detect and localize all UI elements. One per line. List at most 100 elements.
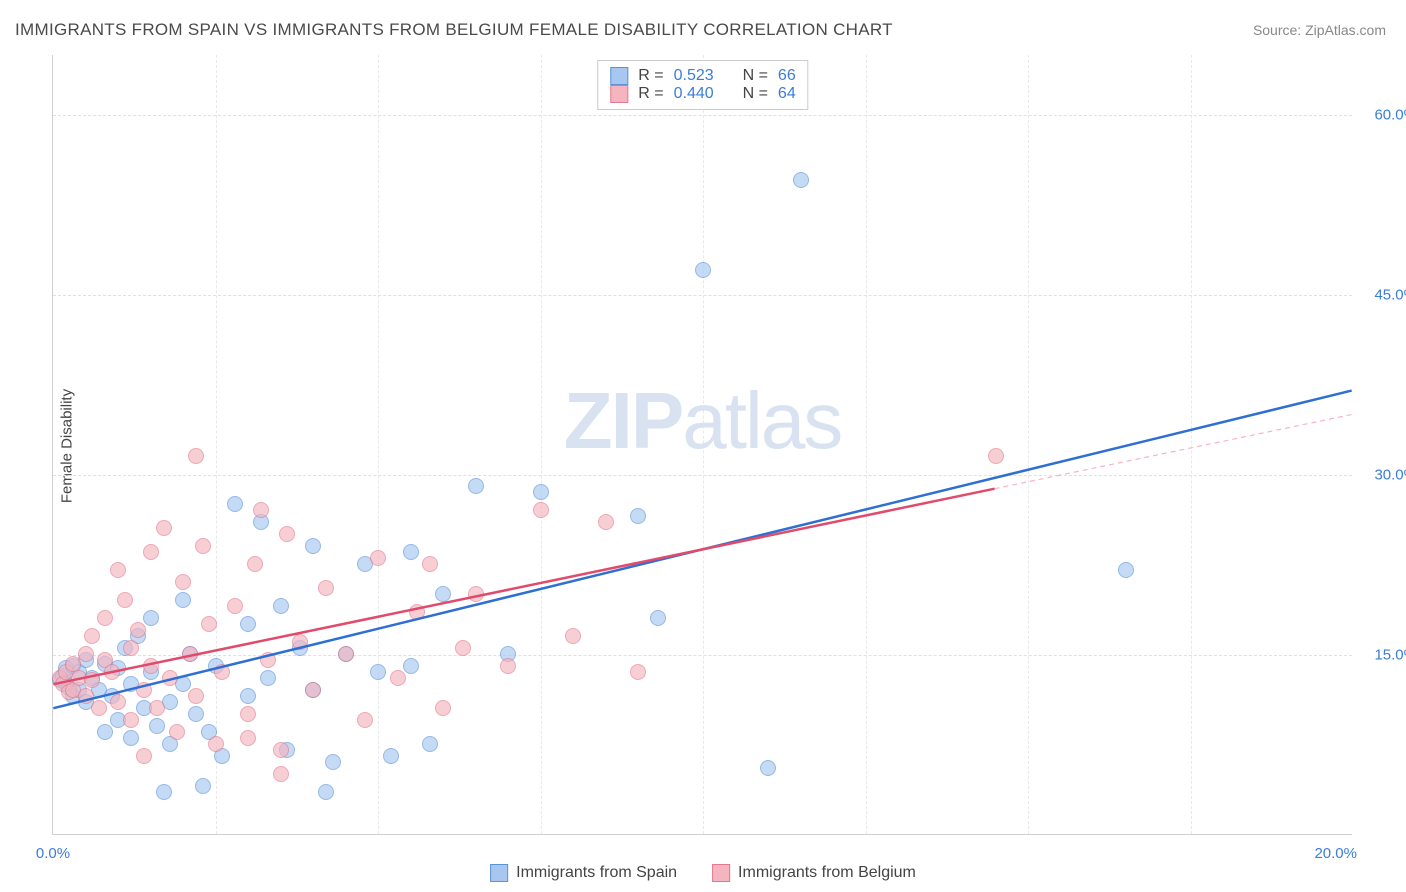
r-value: 0.523: [674, 67, 714, 85]
source-attribution: Source: ZipAtlas.com: [1253, 22, 1386, 38]
scatter-point-spain: [403, 544, 419, 560]
scatter-point-spain: [240, 616, 256, 632]
scatter-point-spain: [227, 496, 243, 512]
scatter-point-belgium: [110, 562, 126, 578]
scatter-point-spain: [630, 508, 646, 524]
legend-series: Immigrants from Spain Immigrants from Be…: [490, 864, 916, 882]
scatter-point-belgium: [78, 646, 94, 662]
scatter-point-spain: [325, 754, 341, 770]
scatter-point-spain: [435, 586, 451, 602]
scatter-point-belgium: [143, 658, 159, 674]
legend-label: Immigrants from Spain: [516, 864, 677, 882]
scatter-point-spain: [156, 784, 172, 800]
scatter-point-belgium: [565, 628, 581, 644]
scatter-point-belgium: [409, 604, 425, 620]
gridline-v: [541, 55, 542, 834]
scatter-point-belgium: [370, 550, 386, 566]
scatter-point-belgium: [136, 682, 152, 698]
scatter-point-belgium: [273, 742, 289, 758]
trend-line-belgium-dash: [995, 415, 1352, 489]
scatter-point-belgium: [260, 652, 276, 668]
scatter-point-spain: [260, 670, 276, 686]
scatter-point-belgium: [598, 514, 614, 530]
gridline-v: [866, 55, 867, 834]
scatter-point-belgium: [435, 700, 451, 716]
scatter-point-belgium: [533, 502, 549, 518]
n-value: 66: [778, 67, 796, 85]
scatter-point-belgium: [240, 706, 256, 722]
legend-item-belgium: Immigrants from Belgium: [712, 864, 916, 882]
gridline-v: [216, 55, 217, 834]
scatter-point-spain: [123, 730, 139, 746]
scatter-point-belgium: [123, 640, 139, 656]
scatter-point-belgium: [390, 670, 406, 686]
scatter-point-belgium: [318, 580, 334, 596]
scatter-point-belgium: [156, 520, 172, 536]
scatter-point-spain: [403, 658, 419, 674]
scatter-point-belgium: [188, 448, 204, 464]
x-tick-label: 0.0%: [36, 845, 70, 862]
scatter-point-belgium: [468, 586, 484, 602]
scatter-point-belgium: [305, 682, 321, 698]
scatter-point-spain: [533, 484, 549, 500]
scatter-point-belgium: [78, 688, 94, 704]
scatter-point-belgium: [104, 664, 120, 680]
scatter-point-belgium: [136, 748, 152, 764]
legend-stats-row: R = 0.523 N = 66: [610, 67, 795, 85]
scatter-point-belgium: [455, 640, 471, 656]
scatter-point-belgium: [143, 544, 159, 560]
legend-label: Immigrants from Belgium: [738, 864, 916, 882]
x-tick-label: 20.0%: [1314, 845, 1357, 862]
scatter-point-belgium: [214, 664, 230, 680]
scatter-point-belgium: [117, 592, 133, 608]
scatter-point-belgium: [279, 526, 295, 542]
n-label: N =: [743, 67, 768, 85]
scatter-point-belgium: [227, 598, 243, 614]
scatter-point-belgium: [123, 712, 139, 728]
scatter-point-belgium: [188, 688, 204, 704]
scatter-point-belgium: [247, 556, 263, 572]
r-value: 0.440: [674, 85, 714, 103]
scatter-point-belgium: [91, 700, 107, 716]
r-label: R =: [638, 85, 663, 103]
scatter-point-belgium: [110, 694, 126, 710]
r-label: R =: [638, 67, 663, 85]
gridline-v: [1028, 55, 1029, 834]
scatter-point-belgium: [240, 730, 256, 746]
n-label: N =: [743, 85, 768, 103]
scatter-point-spain: [370, 664, 386, 680]
scatter-point-belgium: [253, 502, 269, 518]
scatter-point-belgium: [84, 672, 100, 688]
y-tick-label: 15.0%: [1374, 647, 1406, 664]
legend-stats: R = 0.523 N = 66 R = 0.440 N = 64: [597, 60, 808, 110]
scatter-point-belgium: [208, 736, 224, 752]
scatter-point-belgium: [357, 712, 373, 728]
scatter-point-belgium: [195, 538, 211, 554]
scatter-point-spain: [195, 778, 211, 794]
scatter-point-spain: [188, 706, 204, 722]
scatter-point-spain: [1118, 562, 1134, 578]
legend-item-spain: Immigrants from Spain: [490, 864, 677, 882]
scatter-point-belgium: [500, 658, 516, 674]
legend-swatch-spain: [610, 67, 628, 85]
scatter-point-spain: [760, 760, 776, 776]
scatter-point-belgium: [422, 556, 438, 572]
scatter-point-belgium: [201, 616, 217, 632]
scatter-point-spain: [175, 592, 191, 608]
gridline-v: [703, 55, 704, 834]
scatter-point-belgium: [273, 766, 289, 782]
scatter-point-spain: [468, 478, 484, 494]
scatter-point-belgium: [149, 700, 165, 716]
scatter-point-spain: [97, 724, 113, 740]
n-value: 64: [778, 85, 796, 103]
scatter-point-spain: [143, 610, 159, 626]
chart-container: IMMIGRANTS FROM SPAIN VS IMMIGRANTS FROM…: [0, 0, 1406, 892]
scatter-point-spain: [240, 688, 256, 704]
scatter-point-belgium: [84, 628, 100, 644]
scatter-point-spain: [318, 784, 334, 800]
scatter-point-spain: [305, 538, 321, 554]
scatter-point-belgium: [338, 646, 354, 662]
scatter-point-belgium: [182, 646, 198, 662]
chart-title: IMMIGRANTS FROM SPAIN VS IMMIGRANTS FROM…: [15, 20, 893, 40]
y-tick-label: 60.0%: [1374, 107, 1406, 124]
